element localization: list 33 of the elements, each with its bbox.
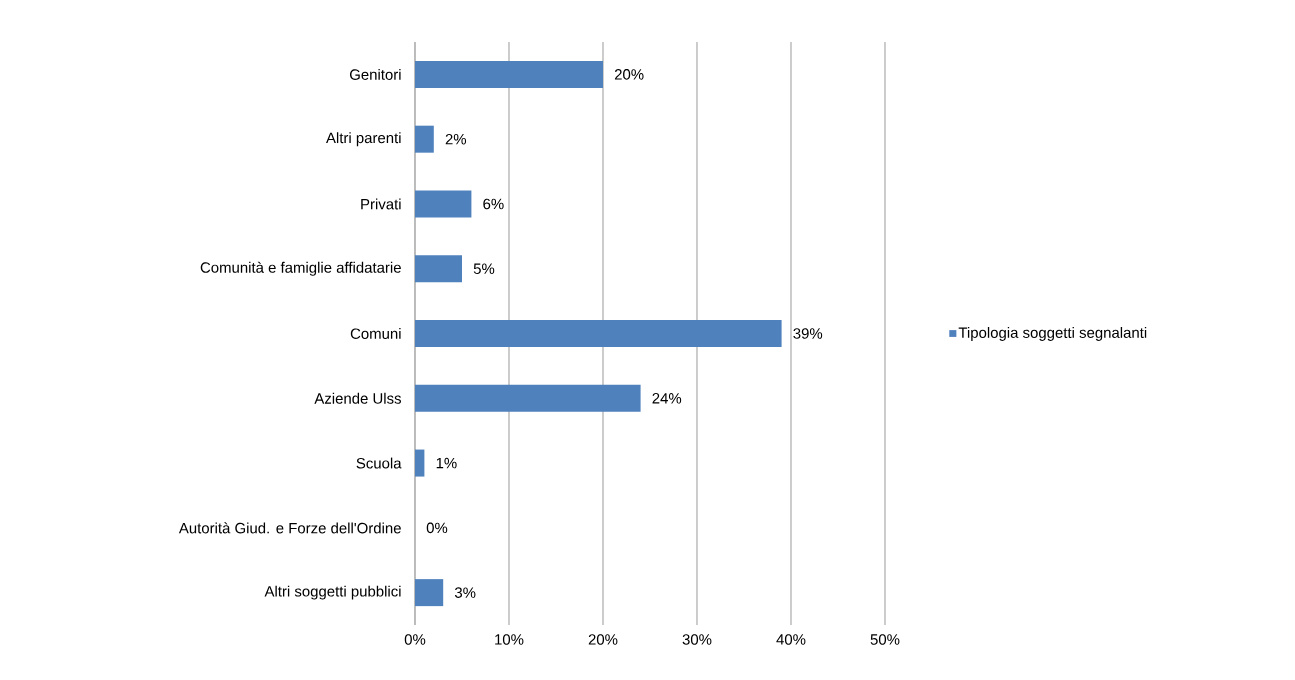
data-label: 3% [454, 587, 476, 598]
y-tick-label: Autorità Giud. e Forze dell'Ordine [178, 522, 401, 534]
x-tick-label: 30% [682, 634, 712, 645]
bar [415, 60, 603, 88]
data-label: 6% [483, 198, 504, 210]
data-label: 5% [473, 263, 495, 274]
data-label: 1% [436, 457, 457, 469]
bar [415, 255, 462, 283]
bar [415, 320, 782, 348]
x-tick-label: 0% [404, 634, 426, 645]
y-tick-label: Altri parenti [326, 132, 401, 147]
y-tick-label: Genitori [349, 68, 401, 80]
data-label: 20% [614, 69, 644, 80]
legend-label: Tipologia soggetti segnalanti [958, 326, 1147, 341]
x-tick-label: 40% [776, 634, 806, 645]
bar [415, 190, 472, 218]
y-tick-label: Comuni [350, 328, 401, 339]
x-tick-label: 50% [870, 634, 900, 645]
data-label: 24% [652, 393, 682, 404]
bar [415, 125, 434, 153]
data-label: 2% [445, 133, 467, 145]
y-tick-label: Privati [361, 198, 401, 210]
bar [415, 384, 641, 412]
x-tick-label: 20% [588, 634, 618, 645]
x-tick-label: 10% [495, 634, 524, 645]
bar [415, 449, 425, 477]
data-label: 39% [793, 328, 823, 339]
bar [415, 579, 444, 607]
y-tick-label: Comunità e famiglie affidatarie [200, 261, 401, 276]
y-tick-label: Altri soggetti pubblici [264, 585, 401, 600]
y-tick-label: Aziende Ulss [314, 392, 401, 404]
data-label: 0% [426, 522, 448, 534]
y-tick-label: Scuola [356, 457, 402, 469]
